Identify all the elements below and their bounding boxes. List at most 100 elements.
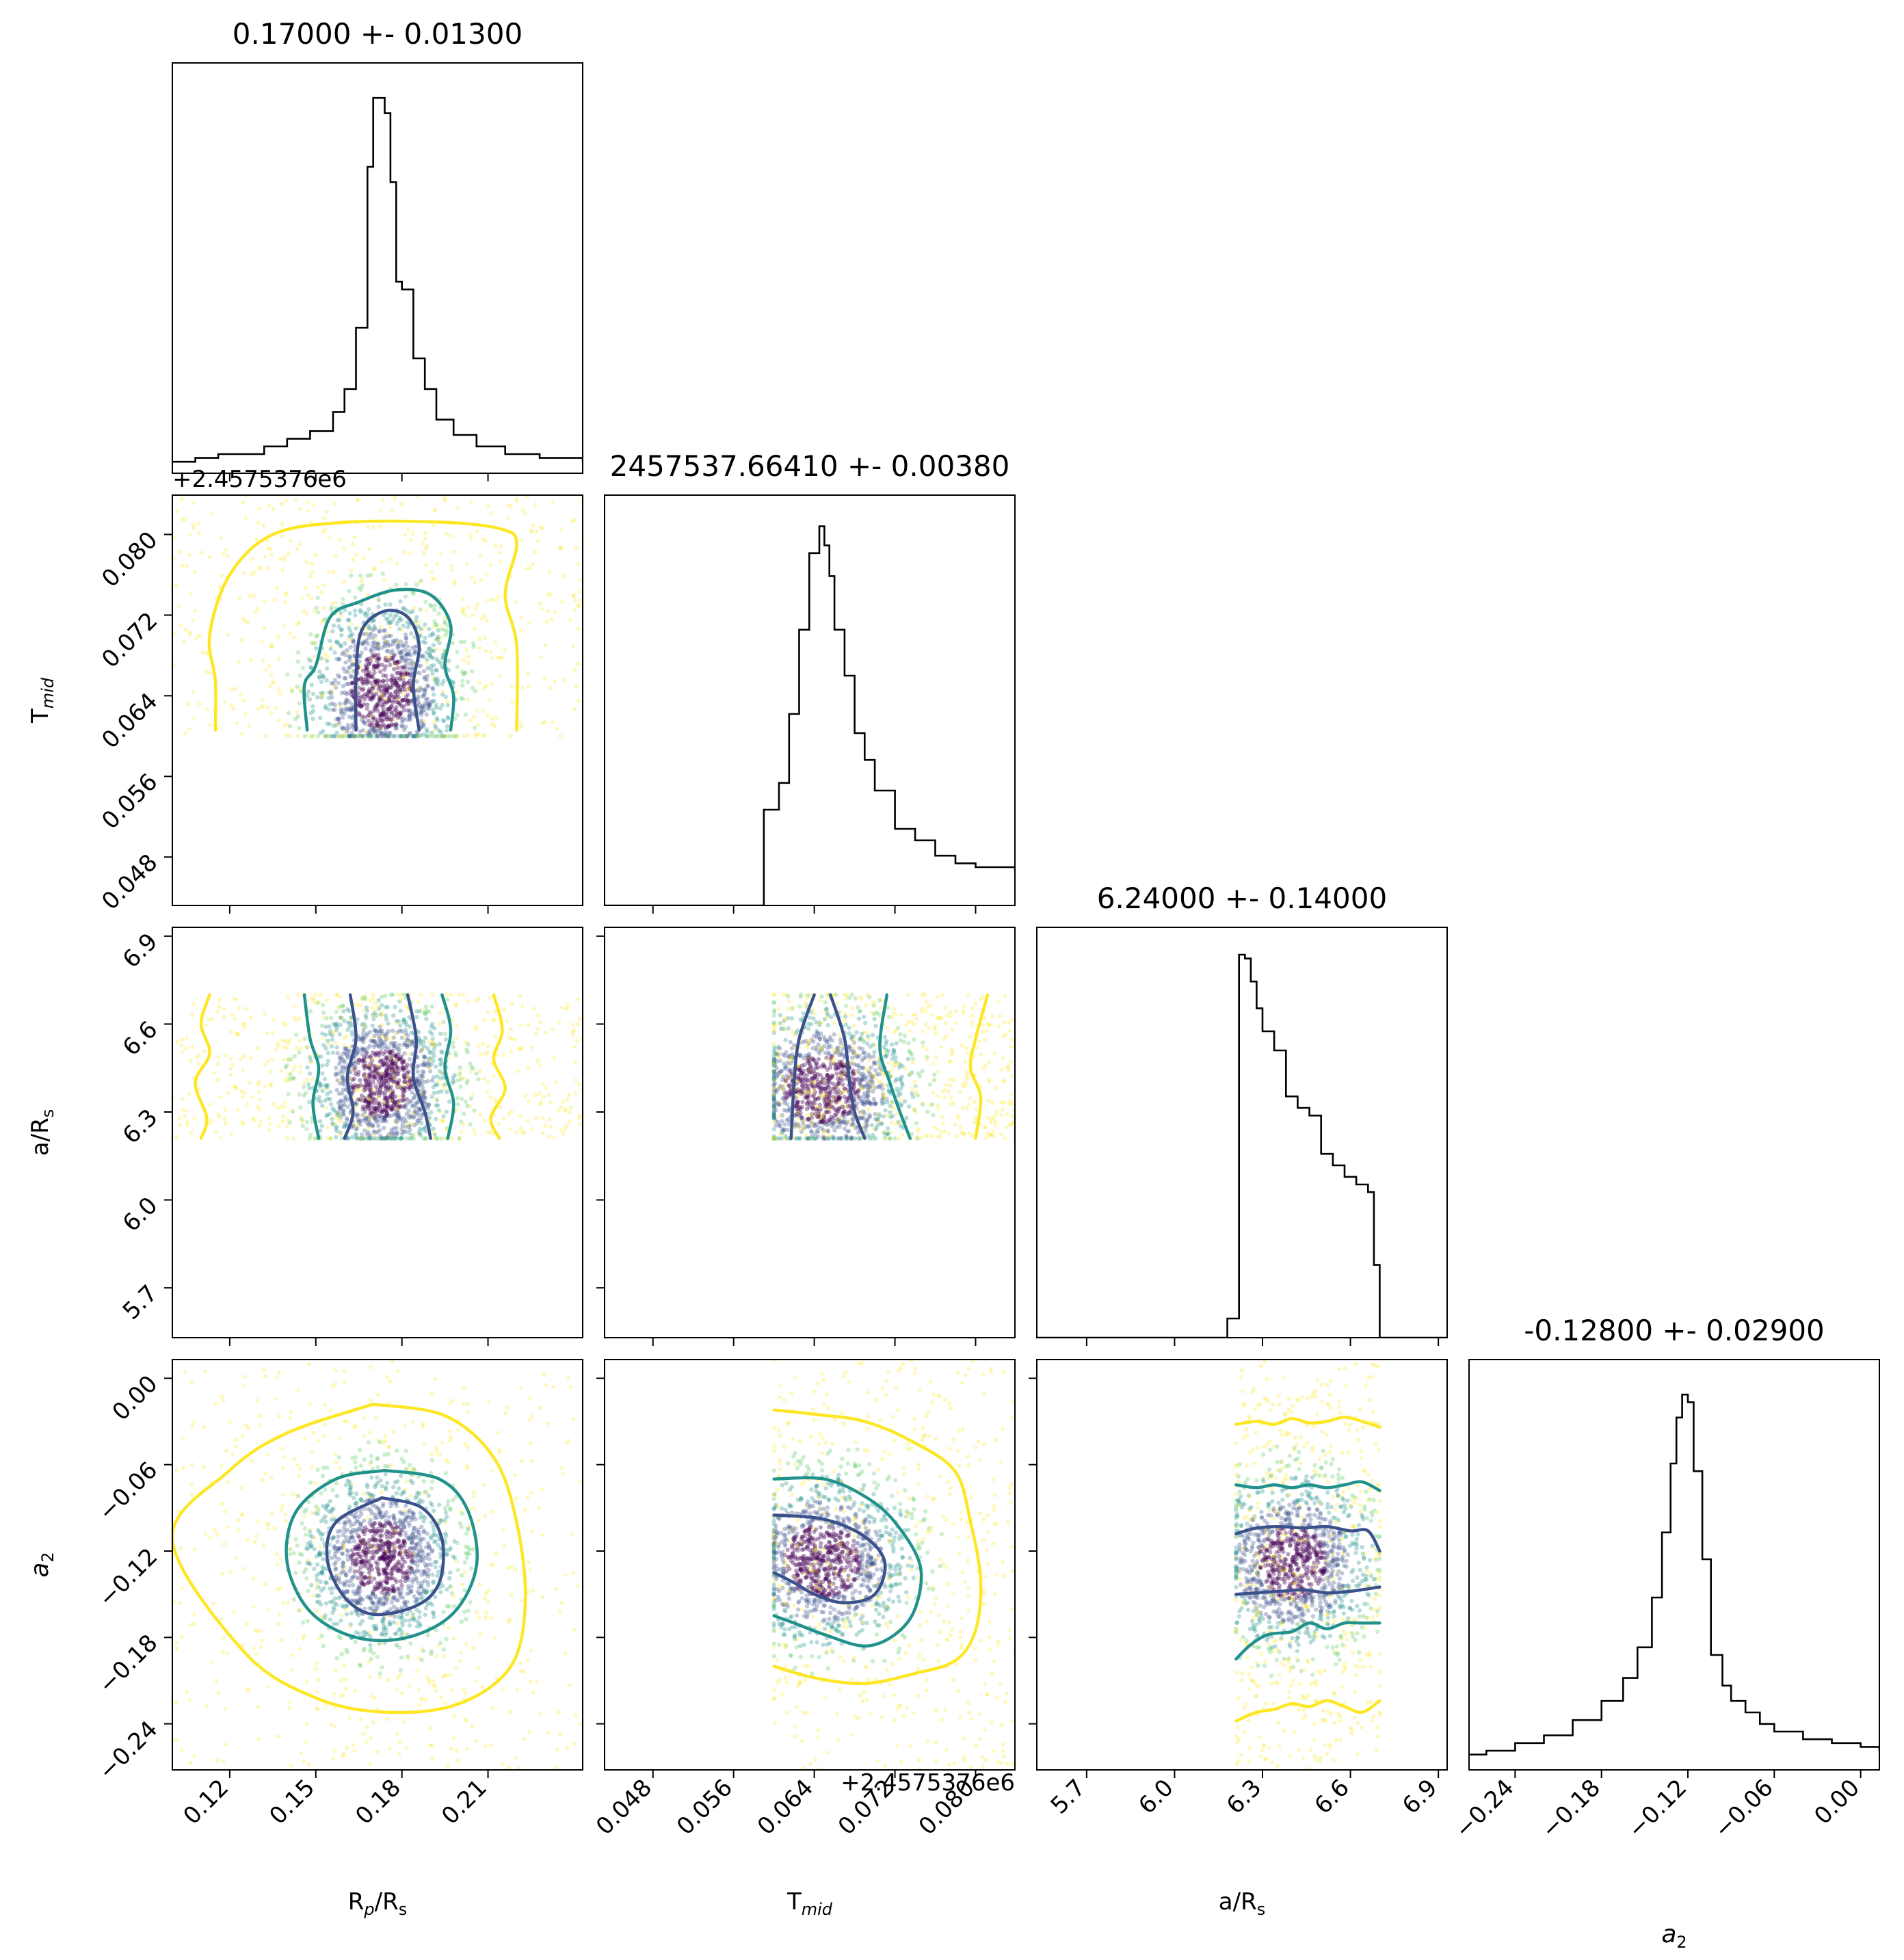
scatter-point	[387, 723, 392, 728]
scatter-point	[800, 1100, 805, 1104]
scatter-point	[383, 724, 388, 730]
scatter-point	[224, 547, 228, 552]
scatter-point	[869, 1102, 873, 1107]
scatter-point	[875, 1117, 880, 1123]
scatter-point	[408, 1078, 413, 1083]
scatter-point	[383, 1005, 388, 1009]
scatter-point	[425, 674, 430, 678]
scatter-point	[397, 702, 402, 706]
scatter-point	[196, 521, 200, 526]
scatter-point	[387, 706, 392, 712]
scatter-point	[864, 1124, 869, 1129]
scatter-point	[339, 1016, 344, 1020]
scatter-point	[533, 550, 538, 555]
scatter-point	[402, 664, 407, 670]
scatter-point	[774, 1123, 778, 1128]
scatter-point	[421, 1136, 426, 1141]
scatter-point	[360, 1107, 365, 1112]
scatter-point	[899, 1013, 904, 1017]
scatter-point	[490, 656, 494, 661]
scatter-point	[806, 1041, 811, 1046]
scatter-point	[399, 502, 404, 507]
scatter-point	[860, 1065, 866, 1070]
scatter-point	[419, 1007, 424, 1012]
scatter-point	[241, 617, 246, 621]
scatter-point	[993, 1113, 998, 1117]
scatter-point	[412, 734, 417, 739]
scatter-point	[382, 734, 387, 739]
scatter-point	[445, 715, 450, 720]
scatter-point	[310, 641, 315, 646]
scatter-point	[353, 1071, 358, 1076]
scatter-point	[849, 1135, 854, 1140]
scatter-point	[410, 661, 415, 667]
scatter-point	[434, 680, 439, 685]
scatter-point	[414, 679, 419, 684]
scatter-point	[360, 681, 365, 687]
scatter-point	[453, 1050, 458, 1055]
scatter-point	[209, 1118, 214, 1123]
scatter-point	[384, 1071, 388, 1076]
scatter-point	[836, 1065, 841, 1070]
scatter-point	[383, 714, 388, 719]
scatter-point	[845, 1129, 850, 1134]
scatter-point	[381, 712, 386, 717]
scatter-point	[396, 1112, 401, 1117]
scatter-point	[465, 562, 469, 566]
scatter-point	[407, 1024, 412, 1029]
scatter-point	[395, 1115, 400, 1120]
scatter-point	[458, 1074, 462, 1078]
scatter-point	[326, 707, 331, 712]
scatter-point	[880, 1122, 885, 1126]
scatter-point	[445, 702, 450, 708]
scatter-point	[358, 1136, 363, 1141]
scatter-point	[434, 1136, 439, 1141]
scatter-point	[432, 1054, 436, 1059]
scatter-point	[383, 1083, 388, 1089]
scatter-point	[826, 1050, 831, 1055]
scatter-point	[368, 626, 373, 631]
scatter-point	[375, 1549, 380, 1554]
scatter-point	[423, 687, 427, 692]
scatter-point	[506, 503, 511, 507]
scatter-point	[380, 1115, 384, 1120]
scatter-point	[858, 1136, 863, 1141]
scatter-point	[842, 1087, 847, 1091]
scatter-point	[520, 1004, 525, 1009]
scatter-point	[880, 1098, 884, 1103]
scatter-point	[577, 1116, 581, 1121]
scatter-point	[534, 1116, 539, 1121]
scatter-point	[925, 1057, 929, 1061]
scatter-point	[351, 1087, 356, 1091]
scatter-point	[839, 1072, 844, 1076]
scatter-point	[879, 998, 884, 1003]
scatter-point	[339, 691, 345, 696]
scatter-point	[376, 1572, 381, 1576]
scatter-point	[882, 1072, 886, 1077]
scatter-point	[811, 1016, 816, 1021]
scatter-point	[370, 1466, 375, 1471]
scatter-point	[353, 595, 358, 600]
scatter-point	[804, 1073, 810, 1078]
scatter-point	[311, 997, 316, 1002]
scatter-point	[237, 659, 241, 664]
scatter-point	[383, 1014, 388, 1018]
scatter-point	[881, 1114, 886, 1119]
scatter-point	[821, 1131, 825, 1136]
scatter-point	[777, 1124, 782, 1128]
scatter-point	[860, 1031, 864, 1037]
scatter-point	[401, 716, 407, 721]
scatter-point	[333, 1566, 339, 1571]
scatter-point	[393, 652, 397, 657]
scatter-point	[349, 568, 354, 572]
contour-inner	[354, 609, 421, 732]
scatter-point	[907, 1072, 912, 1078]
scatter-point	[789, 1055, 794, 1059]
scatter-point	[892, 1048, 897, 1053]
scatter-point	[386, 1084, 391, 1089]
scatter-point	[339, 633, 344, 637]
scatter-point	[402, 1518, 407, 1523]
scatter-point	[930, 1102, 935, 1107]
scatter-point	[358, 676, 364, 680]
scatter-point	[382, 1117, 386, 1122]
